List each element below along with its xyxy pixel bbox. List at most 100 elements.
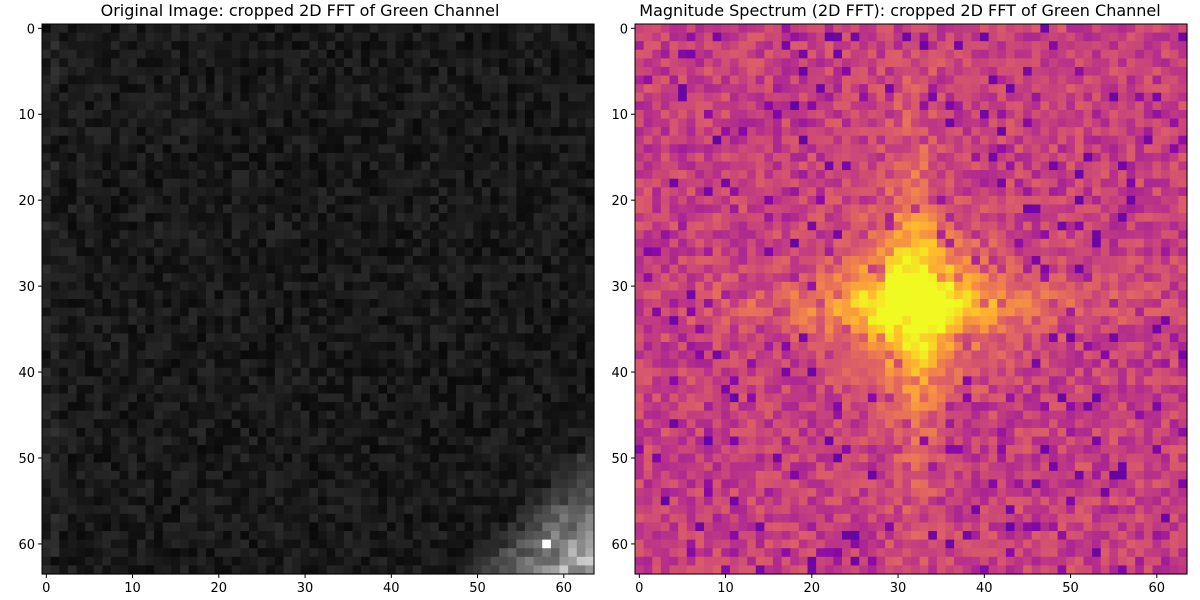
left-cell xyxy=(223,84,233,94)
right-cell xyxy=(1083,32,1093,42)
left-cell xyxy=(188,367,198,377)
left-cell xyxy=(283,436,293,446)
left-cell xyxy=(67,58,78,68)
left-cell xyxy=(93,384,103,395)
right-cell xyxy=(773,41,783,51)
left-cell xyxy=(559,204,569,214)
left-cell xyxy=(490,24,500,34)
left-cell xyxy=(309,522,319,532)
left-cell xyxy=(67,496,78,506)
right-cell xyxy=(859,66,869,77)
left-cell xyxy=(136,479,147,489)
left-cell xyxy=(136,101,147,111)
left-cell xyxy=(85,522,95,532)
left-cell xyxy=(154,548,164,558)
left-cell xyxy=(240,178,250,188)
right-cell xyxy=(980,109,990,120)
left-cell xyxy=(559,333,569,343)
left-cell xyxy=(171,273,181,283)
left-cell xyxy=(93,316,103,326)
left-cell xyxy=(464,24,474,34)
left-cell xyxy=(481,359,492,369)
left-cell xyxy=(430,299,440,309)
left-cell xyxy=(93,92,103,102)
left-cell xyxy=(162,556,172,566)
left-cell xyxy=(67,281,78,291)
left-cell xyxy=(335,522,345,532)
left-cell xyxy=(542,41,552,51)
left-cell xyxy=(421,367,431,377)
left-cell xyxy=(481,505,492,515)
right-cell xyxy=(1178,127,1188,137)
left-cell xyxy=(533,135,543,145)
right-cell xyxy=(833,75,843,85)
right-cell xyxy=(781,49,791,59)
left-cell xyxy=(481,264,492,274)
right-cell xyxy=(686,127,696,137)
left-cell xyxy=(438,445,448,455)
left-cell xyxy=(300,247,310,257)
left-cell xyxy=(76,367,86,377)
right-cell xyxy=(945,109,955,120)
right-cell xyxy=(902,109,912,120)
left-cell xyxy=(438,565,448,575)
left-cell xyxy=(266,316,276,326)
left-cell xyxy=(171,178,181,188)
left-cell xyxy=(180,213,190,223)
left-cell xyxy=(404,445,414,455)
left-cell xyxy=(180,513,190,524)
right-cell xyxy=(997,66,1007,77)
right-cell xyxy=(660,92,671,102)
right-cell xyxy=(635,101,645,111)
right-cell xyxy=(816,101,826,111)
left-cell xyxy=(240,333,250,343)
left-cell xyxy=(473,256,483,266)
left-cell xyxy=(283,66,293,77)
left-cell xyxy=(249,402,259,412)
left-cell xyxy=(343,135,354,145)
left-cell xyxy=(525,170,535,180)
left-cell xyxy=(559,505,569,515)
left-cell xyxy=(516,213,526,223)
left-cell xyxy=(369,161,379,171)
left-cell xyxy=(67,178,78,188)
left-cell xyxy=(404,324,414,334)
left-cell xyxy=(136,548,147,558)
left-cell xyxy=(550,462,561,472)
left-cell xyxy=(559,92,569,102)
left-cell xyxy=(490,170,500,180)
left-cell xyxy=(387,127,397,137)
left-cell xyxy=(205,238,216,249)
right-cell xyxy=(997,75,1007,85)
right-cell xyxy=(695,66,705,77)
left-cell xyxy=(171,32,181,42)
left-cell xyxy=(421,92,431,102)
right-cell xyxy=(781,66,791,77)
left-cell xyxy=(387,565,397,575)
left-cell xyxy=(231,109,241,120)
left-cell xyxy=(214,453,224,463)
left-cell xyxy=(378,161,388,171)
left-cell xyxy=(145,101,155,111)
left-cell xyxy=(438,178,448,188)
left-cell xyxy=(361,359,371,369)
left-cell xyxy=(430,58,440,68)
left-cell xyxy=(335,264,345,274)
left-cell xyxy=(361,565,371,575)
left-cell xyxy=(223,539,233,549)
right-cell xyxy=(738,84,748,94)
left-cell xyxy=(180,101,190,111)
left-cell xyxy=(447,66,457,77)
left-cell xyxy=(145,213,155,223)
right-cell xyxy=(1049,58,1059,68)
left-cell xyxy=(283,32,293,42)
right-cell xyxy=(1161,127,1171,137)
left-cell xyxy=(283,118,293,128)
left-cell xyxy=(145,376,155,386)
left-cell xyxy=(249,127,259,137)
left-cell xyxy=(464,161,474,171)
left-cell xyxy=(395,522,405,532)
left-cell xyxy=(343,307,354,317)
left-cell xyxy=(214,505,224,515)
left-cell xyxy=(111,118,121,128)
